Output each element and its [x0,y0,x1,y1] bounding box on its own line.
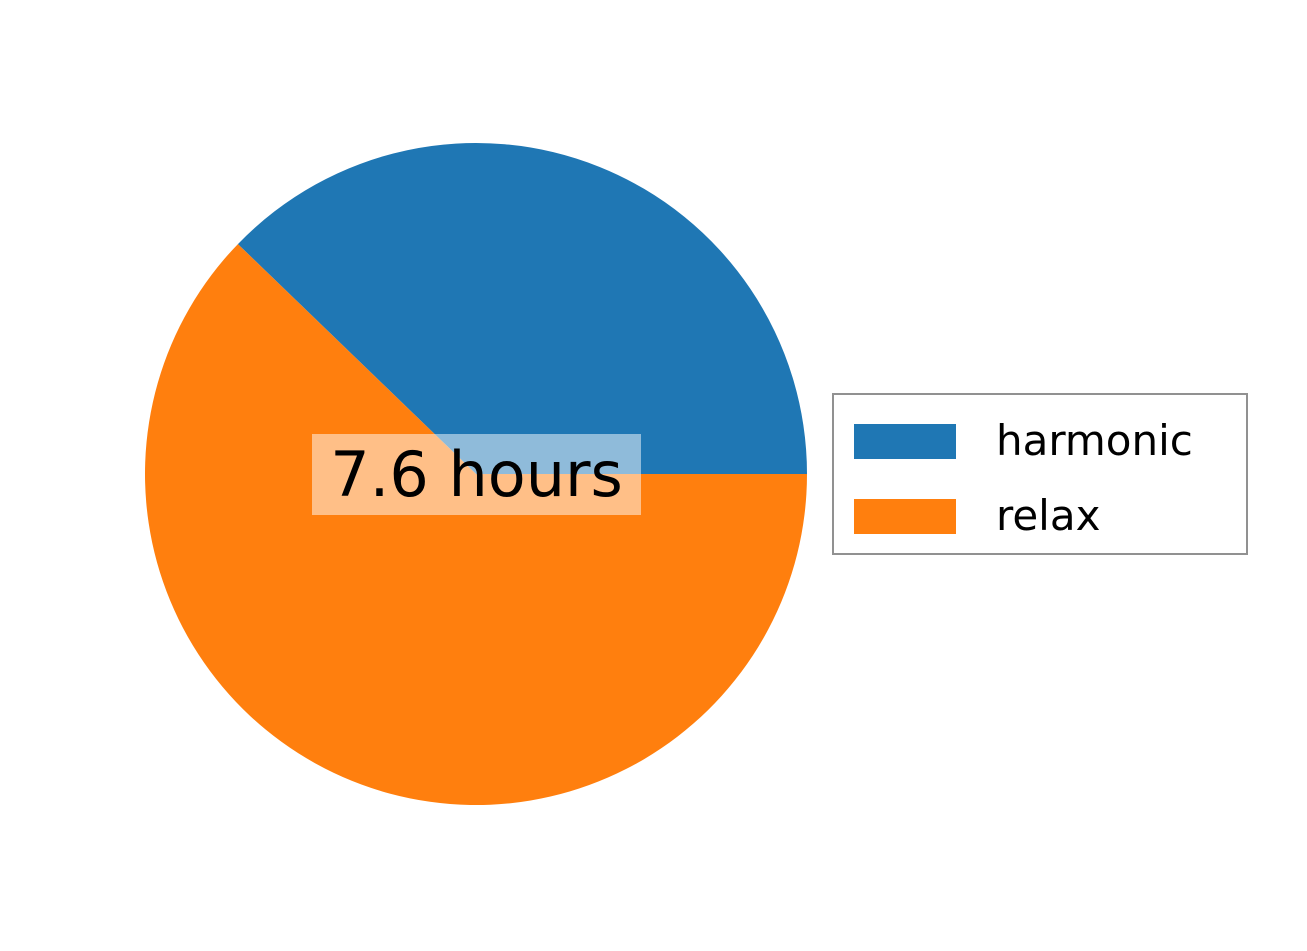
pie-slice-relax[interactable] [145,244,808,806]
center-value-label: 7.6 hours [312,434,641,515]
legend-swatch-harmonic [854,423,956,459]
legend-item-harmonic[interactable]: harmonic [834,413,1246,469]
legend-label-harmonic: harmonic [996,416,1193,465]
legend-label-relax: relax [996,491,1101,540]
legend-item-relax[interactable]: relax [834,488,1246,544]
center-value-text: 7.6 hours [330,437,623,511]
legend: harmonic relax [832,393,1248,555]
pie-slice-harmonic[interactable] [237,143,807,474]
legend-swatch-relax [854,498,956,534]
